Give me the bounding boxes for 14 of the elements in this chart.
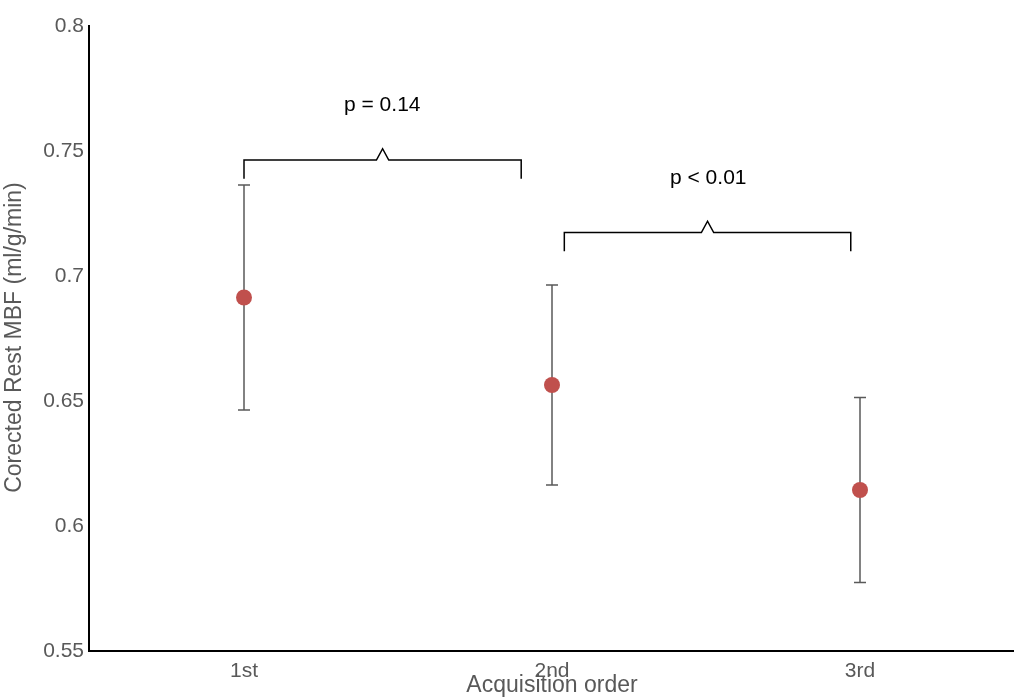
y-tick-label: 0.6 bbox=[54, 513, 85, 537]
x-tick-label: 3rd bbox=[844, 657, 876, 681]
y-tick-label: 0.55 bbox=[43, 638, 85, 662]
y-tick-label: 0.65 bbox=[43, 388, 85, 412]
annotation: p < 0.01 bbox=[670, 165, 747, 188]
y-tick-label: 0.7 bbox=[54, 263, 85, 287]
y-axis-title: Corected Rest MBF (ml/g/min) bbox=[0, 182, 27, 493]
point bbox=[544, 377, 560, 393]
point bbox=[236, 289, 252, 306]
y-tick-label: 0.75 bbox=[43, 138, 85, 162]
point bbox=[852, 482, 868, 498]
annotation: p = 0.14 bbox=[344, 92, 421, 115]
x-tick-label: 1st bbox=[229, 657, 259, 681]
y-tick-label: 0.8 bbox=[54, 13, 85, 37]
